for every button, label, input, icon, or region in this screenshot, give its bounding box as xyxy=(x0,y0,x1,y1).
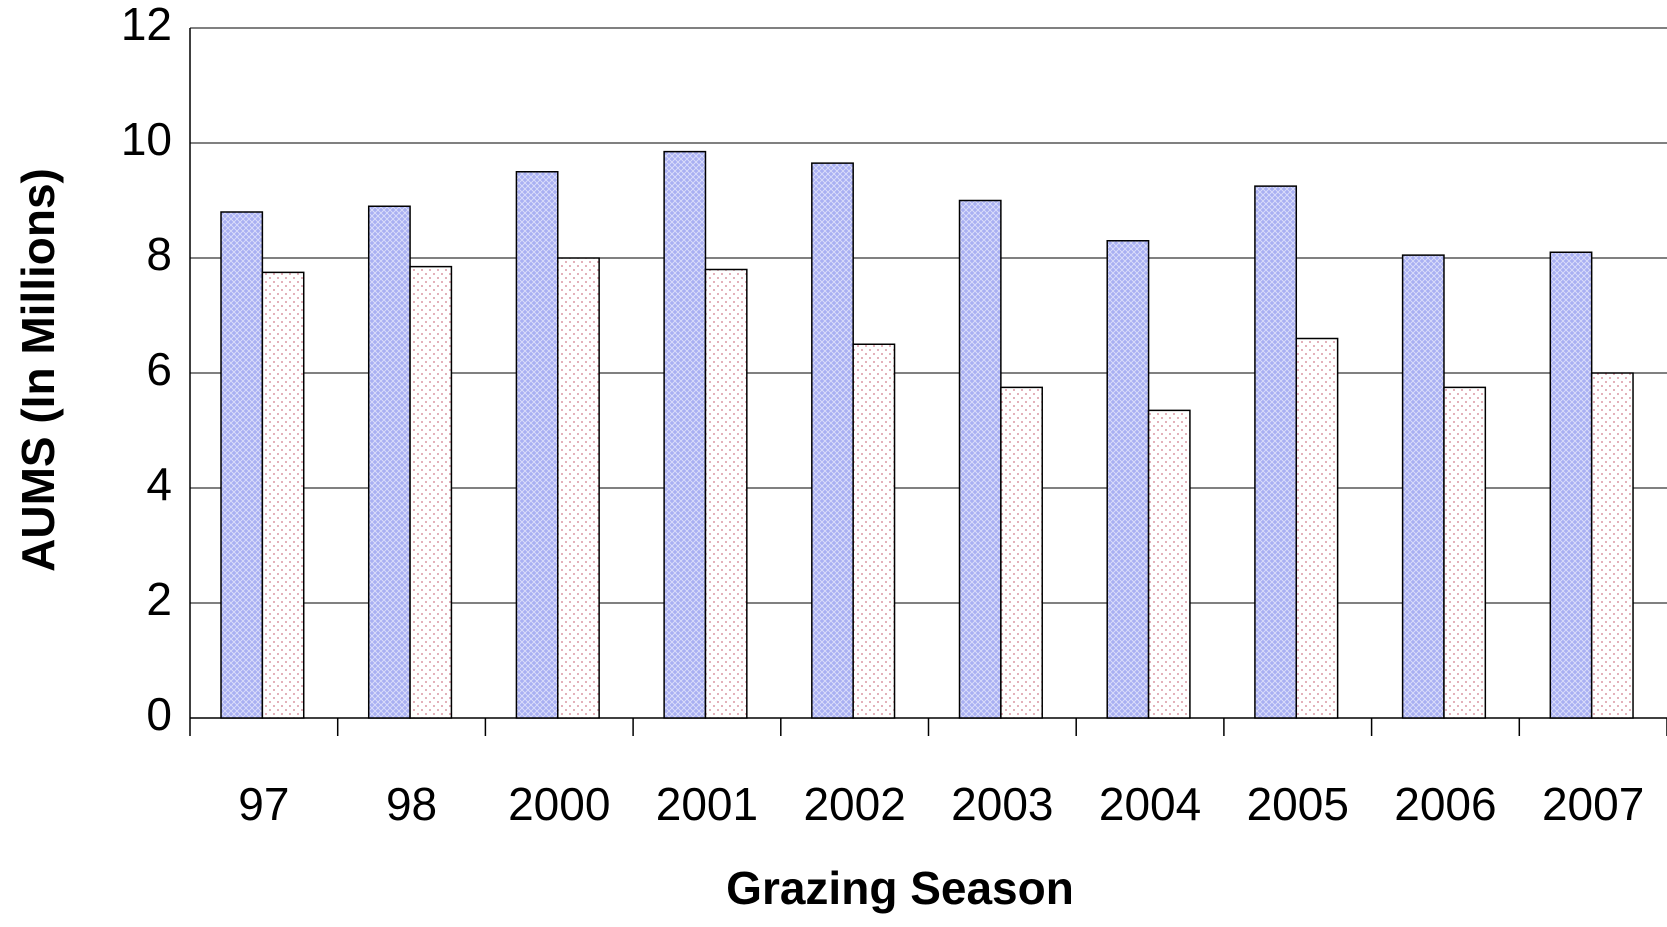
bar xyxy=(1147,409,1191,719)
bar xyxy=(958,199,1002,719)
y-tick-label: 8 xyxy=(146,228,172,280)
bar xyxy=(1106,240,1150,719)
y-tick-label: 0 xyxy=(146,688,172,740)
x-tick-label: 2007 xyxy=(1542,778,1644,830)
bar xyxy=(663,150,707,719)
x-tick-label: 2002 xyxy=(803,778,905,830)
bar xyxy=(1443,386,1487,719)
bar xyxy=(1401,254,1445,719)
bar xyxy=(557,257,600,719)
x-tick-label: 97 xyxy=(238,778,289,830)
x-tick-label: 2003 xyxy=(951,778,1053,830)
bar xyxy=(852,343,896,719)
y-tick-label: 4 xyxy=(146,458,172,510)
bar xyxy=(515,171,559,719)
bar xyxy=(220,211,264,719)
y-tick-label: 2 xyxy=(146,573,172,625)
bar xyxy=(367,205,411,719)
bar xyxy=(1295,337,1339,719)
bar xyxy=(409,265,453,719)
bar xyxy=(811,162,854,719)
x-tick-label: 2005 xyxy=(1247,778,1349,830)
x-tick-label: 2004 xyxy=(1099,778,1201,830)
bar xyxy=(704,268,748,719)
y-tick-label: 6 xyxy=(146,343,172,395)
bar xyxy=(1254,185,1298,719)
x-tick-label: 2001 xyxy=(656,778,758,830)
y-tick-label: 12 xyxy=(121,0,172,50)
x-tick-label: 2006 xyxy=(1394,778,1496,830)
bar xyxy=(1590,372,1634,719)
bar xyxy=(1000,386,1043,719)
x-tick-label: 2000 xyxy=(508,778,610,830)
bar xyxy=(1549,251,1593,719)
y-axis-title: AUMS (In Millions) xyxy=(12,168,64,572)
x-tick-label: 98 xyxy=(386,778,437,830)
x-axis-title: Grazing Season xyxy=(726,862,1074,914)
bar xyxy=(261,271,305,719)
y-tick-label: 10 xyxy=(121,113,172,165)
